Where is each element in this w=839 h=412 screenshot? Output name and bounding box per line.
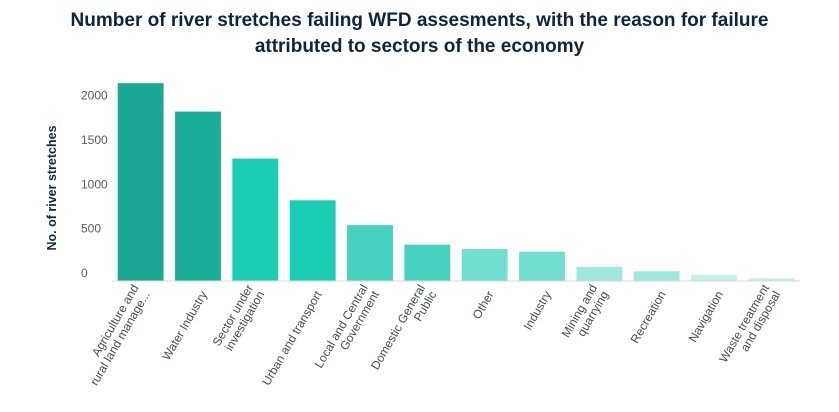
chart-title-line-2: attributed to sectors of the economy [254,36,585,57]
x-tick-label-line: Urban and transport [259,288,325,388]
bar[interactable] [289,200,336,281]
x-tick-label: Navigation [686,289,726,345]
y-axis-title-group: No. of river stretches [45,125,59,250]
chart-title: Number of river stretches failing WFD as… [0,8,839,60]
x-tick-label-line: Water Industry [159,289,210,363]
bar[interactable] [404,244,451,281]
bar[interactable] [519,251,565,281]
bar[interactable] [633,271,680,281]
x-tick-label: Recreation [628,289,669,346]
x-tick-label-line: Navigation [686,289,726,345]
bar[interactable] [117,83,164,282]
x-tick-label: Industry [521,289,554,333]
x-tick-label-line: Other [470,289,497,322]
x-tick-label: Urban and transport [259,288,325,388]
y-axis-ticks: 0 500 1000 1500 2000 [81,89,108,280]
bar[interactable] [175,111,221,281]
chart-title-line-1: Number of river stretches failing WFD as… [70,10,769,31]
bar[interactable] [576,266,623,281]
y-tick-label: 500 [81,222,101,236]
x-tick-label: Water Industry [159,289,210,363]
bars [117,83,795,282]
x-tick-label-line: Recreation [628,289,669,346]
bar[interactable] [748,278,795,281]
y-tick-label: 0 [81,266,88,280]
bar[interactable] [232,158,279,281]
bar[interactable] [347,225,393,281]
y-tick-label: 2000 [81,89,108,103]
y-axis-title: No. of river stretches [45,125,59,250]
x-tick-label: Other [470,289,497,322]
bar[interactable] [461,249,508,281]
y-tick-label: 1000 [81,177,108,191]
y-tick-label: 1500 [81,133,108,147]
x-tick-label-line: Industry [521,289,554,333]
bar[interactable] [691,274,737,281]
